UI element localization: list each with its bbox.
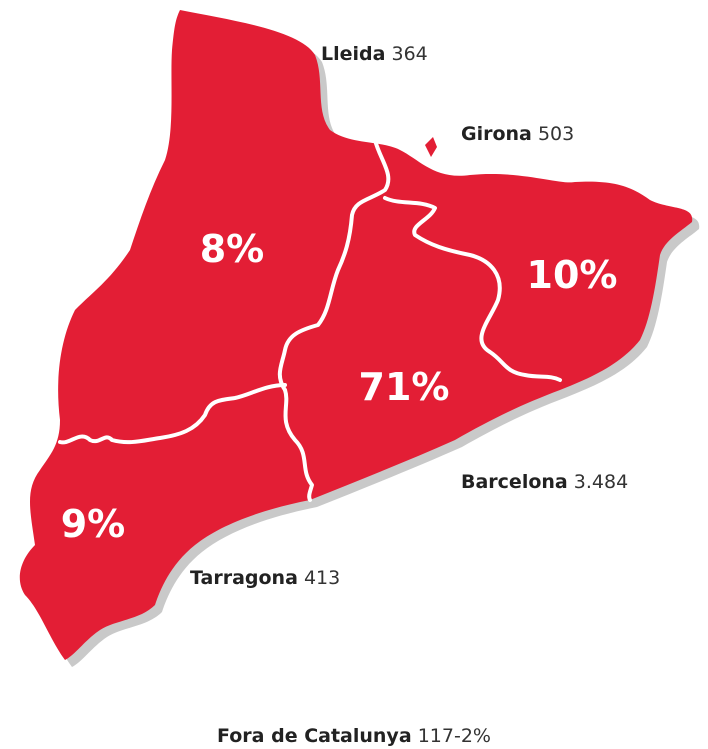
region-label: Tarragona 413 [190, 567, 340, 589]
region-percent: 8% [200, 227, 265, 271]
region-name: Lleida [321, 43, 385, 65]
catalonia-map: 8% 10% 71% 9% [19, 10, 700, 667]
border-girona-barcelona [383, 196, 562, 382]
border-tarragona-barcelona [283, 388, 314, 502]
region-percent: 9% [61, 502, 126, 546]
region-count: 364 [392, 43, 428, 65]
region-label: Girona 503 [461, 123, 574, 145]
map-land [19, 10, 693, 660]
island [425, 137, 437, 157]
border-lleida-east [277, 138, 391, 392]
footer-label: Fora de Catalunya 117-2% [217, 725, 491, 747]
region-name: Girona [461, 123, 532, 145]
region-name: Tarragona [190, 567, 298, 589]
region-name: Barcelona [461, 471, 568, 493]
region-label: Barcelona 3.484 [461, 471, 628, 493]
region-percent: 10% [527, 253, 618, 297]
region-count: 503 [538, 123, 574, 145]
region-label: Lleida 364 [321, 43, 428, 65]
border-lleida-tarragona [58, 383, 287, 445]
region-count: 413 [304, 567, 340, 589]
footer-name: Fora de Catalunya [217, 725, 412, 747]
region-count: 3.484 [574, 471, 628, 493]
region-percent: 71% [359, 365, 450, 409]
footer-value: 117-2% [418, 725, 491, 747]
